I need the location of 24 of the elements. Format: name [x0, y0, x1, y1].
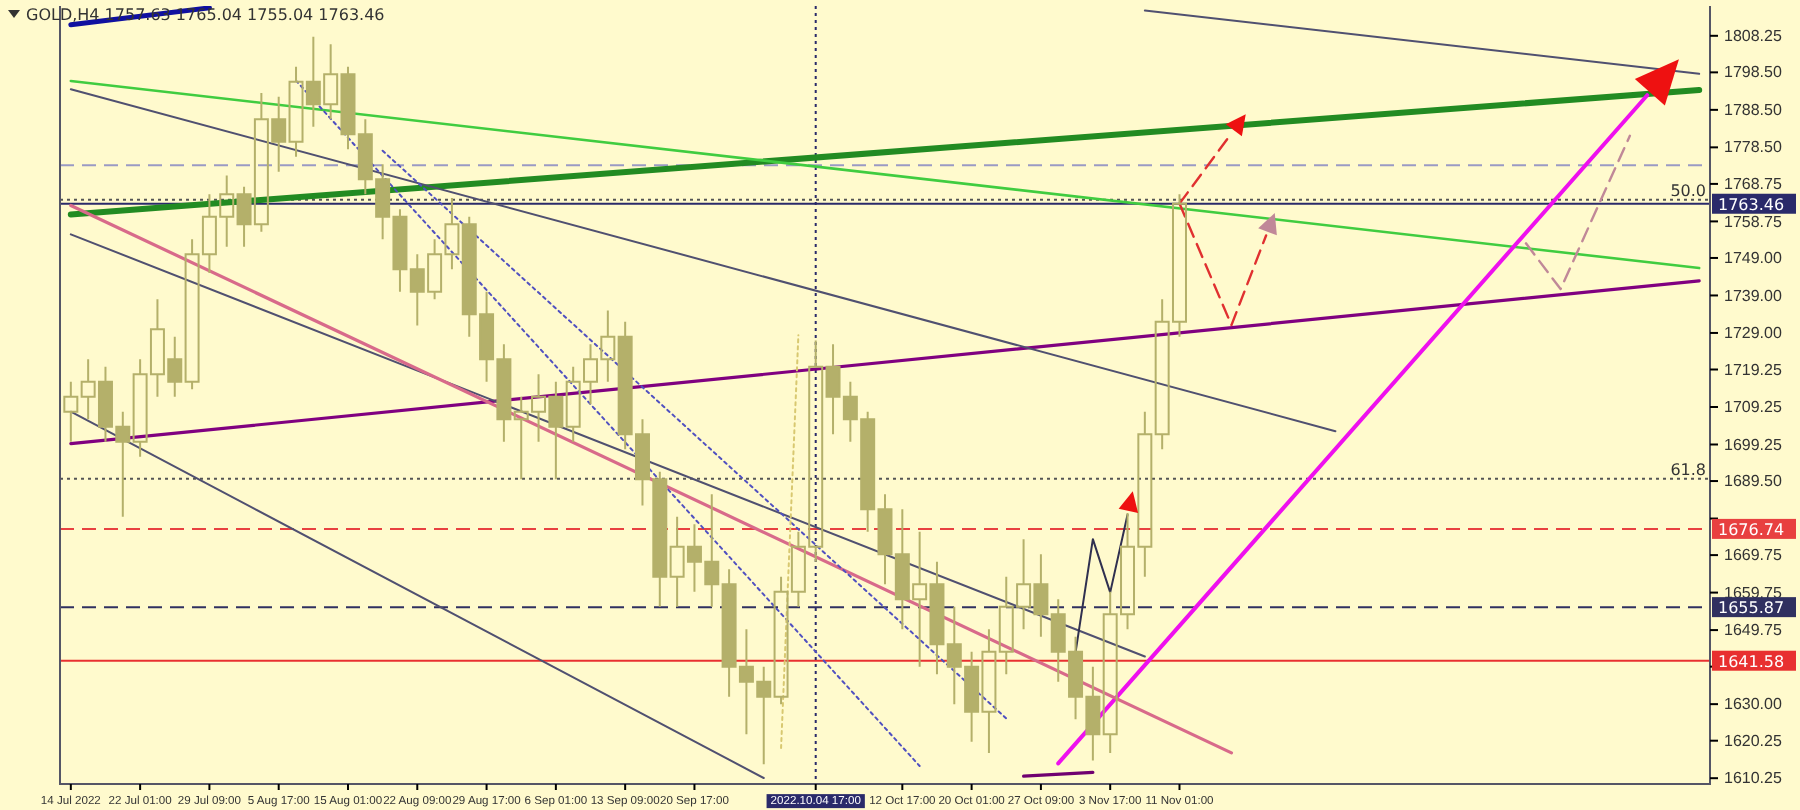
- ref-line-label: 1641.58: [1718, 652, 1785, 671]
- y-tick-label: 1808.25: [1724, 26, 1783, 45]
- y-tick-label: 1630.00: [1724, 695, 1783, 714]
- y-tick-label: 1798.50: [1724, 63, 1783, 82]
- y-tick-label: 1689.50: [1724, 472, 1783, 491]
- annotation: 50.0: [1670, 181, 1706, 200]
- ref-line-label: 1676.74: [1718, 520, 1785, 539]
- y-tick-label: 1719.25: [1724, 360, 1783, 379]
- ref-line-label: 1763.46: [1718, 195, 1785, 214]
- y-tick-label: 1768.75: [1724, 175, 1783, 194]
- y-tick-label: 1739.00: [1724, 286, 1783, 305]
- y-tick-label: 1758.75: [1724, 212, 1783, 231]
- y-tick-label: 1709.25: [1724, 398, 1783, 417]
- y-tick-label: 1620.25: [1724, 731, 1783, 750]
- y-tick-label: 1610.25: [1724, 769, 1783, 788]
- y-tick-label: 1699.25: [1724, 435, 1783, 454]
- annotation: 61.8: [1670, 460, 1706, 479]
- y-tick-label: 1729.00: [1724, 324, 1783, 343]
- y-tick-label: 1788.50: [1724, 100, 1783, 119]
- y-tick-label: 1778.50: [1724, 138, 1783, 157]
- ref-line-label: 1655.87: [1718, 599, 1785, 618]
- y-tick-label: 1649.75: [1724, 621, 1783, 640]
- y-tick-label: 1669.75: [1724, 546, 1783, 565]
- y-tick-label: 1749.00: [1724, 249, 1783, 268]
